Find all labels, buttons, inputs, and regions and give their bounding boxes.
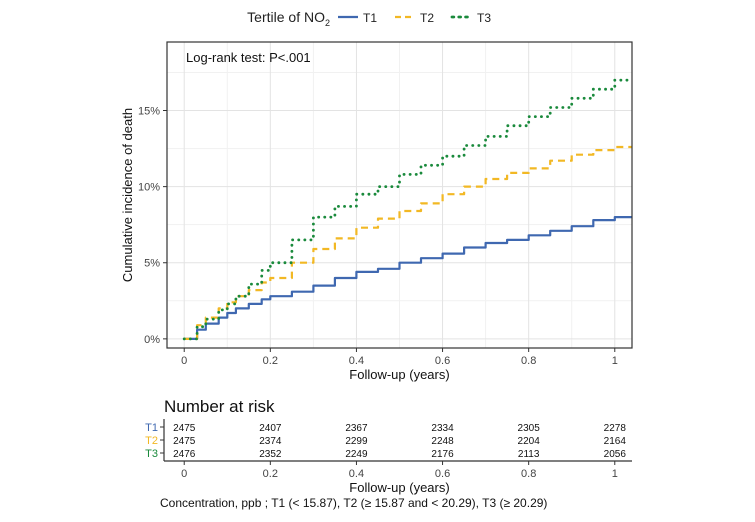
y-tick-label: 5% [144,258,160,270]
legend: Tertile of NO2 T1 T2 T3 [247,9,491,28]
risk-x-tick-label: 0.8 [521,468,536,480]
risk-cell: 2056 [604,449,627,460]
x-tick-label: 0.4 [349,355,364,367]
risk-table-title: Number at risk [164,397,275,416]
y-tick-label: 0% [144,334,160,346]
risk-x-tick-label: 0.2 [263,468,278,480]
risk-cell: 2475 [173,436,196,447]
risk-cell: 2374 [259,436,282,447]
plot-border [166,41,633,349]
x-tick-label: 1 [612,355,618,367]
risk-cell: 2176 [431,449,454,460]
log-rank-annotation: Log-rank test: P<.001 [186,50,311,65]
legend-label-t3: T3 [477,11,491,25]
series-line-t3 [182,78,634,341]
risk-cell: 2113 [518,449,540,460]
risk-cell: 2299 [345,436,368,447]
x-tick-label: 0.6 [435,355,450,367]
x-tick-label: 0.8 [521,355,536,367]
risk-x-axis-label: Follow-up (years) [349,480,449,495]
y-tick-label: 10% [138,182,160,194]
risk-x-tick-label: 0.4 [349,468,364,480]
risk-cell: 2352 [259,449,282,460]
risk-row-label-t3: T3 [145,448,158,460]
risk-cell: 2248 [431,436,454,447]
x-tick-label: 0 [181,355,187,367]
risk-table: T1 2475 2407 2367 2334 2305 2278 T2 2475 2374 2299… [145,419,632,495]
plot-panel: 0% 5% 10% 15% 0 0.2 0.4 0.6 0.8 1 Follow-up (years… [120,41,634,382]
risk-cell: 2305 [518,423,541,434]
risk-cell: 2204 [518,436,541,447]
risk-cell: 2475 [173,423,196,434]
x-tick-label: 0.2 [263,355,278,367]
risk-row-label-t1: T1 [145,422,158,434]
legend-title: Tertile of NO2 [247,9,330,28]
risk-cell: 2278 [604,423,627,434]
series-line-t2 [184,145,632,340]
series-line-t1 [184,216,632,340]
risk-row-label-t2: T2 [145,435,158,447]
risk-x-tick-label: 0.6 [435,468,450,480]
x-axis-label: Follow-up (years) [349,367,449,382]
risk-cell: 2367 [345,423,368,434]
risk-cell: 2334 [431,423,454,434]
legend-label-t2: T2 [420,11,434,25]
risk-cell: 2249 [345,449,368,460]
y-axis-label: Cumulative incidence of death [120,108,135,282]
risk-cell: 2476 [173,449,196,460]
risk-x-tick-label: 0 [181,468,187,480]
risk-x-tick-label: 1 [612,468,618,480]
legend-label-t1: T1 [363,11,377,25]
risk-cell: 2164 [604,436,627,447]
risk-cell: 2407 [259,423,282,434]
y-tick-label: 15% [138,106,160,118]
footnote: Concentration, ppb ; T1 (< 15.87), T2 (≥… [160,496,547,510]
